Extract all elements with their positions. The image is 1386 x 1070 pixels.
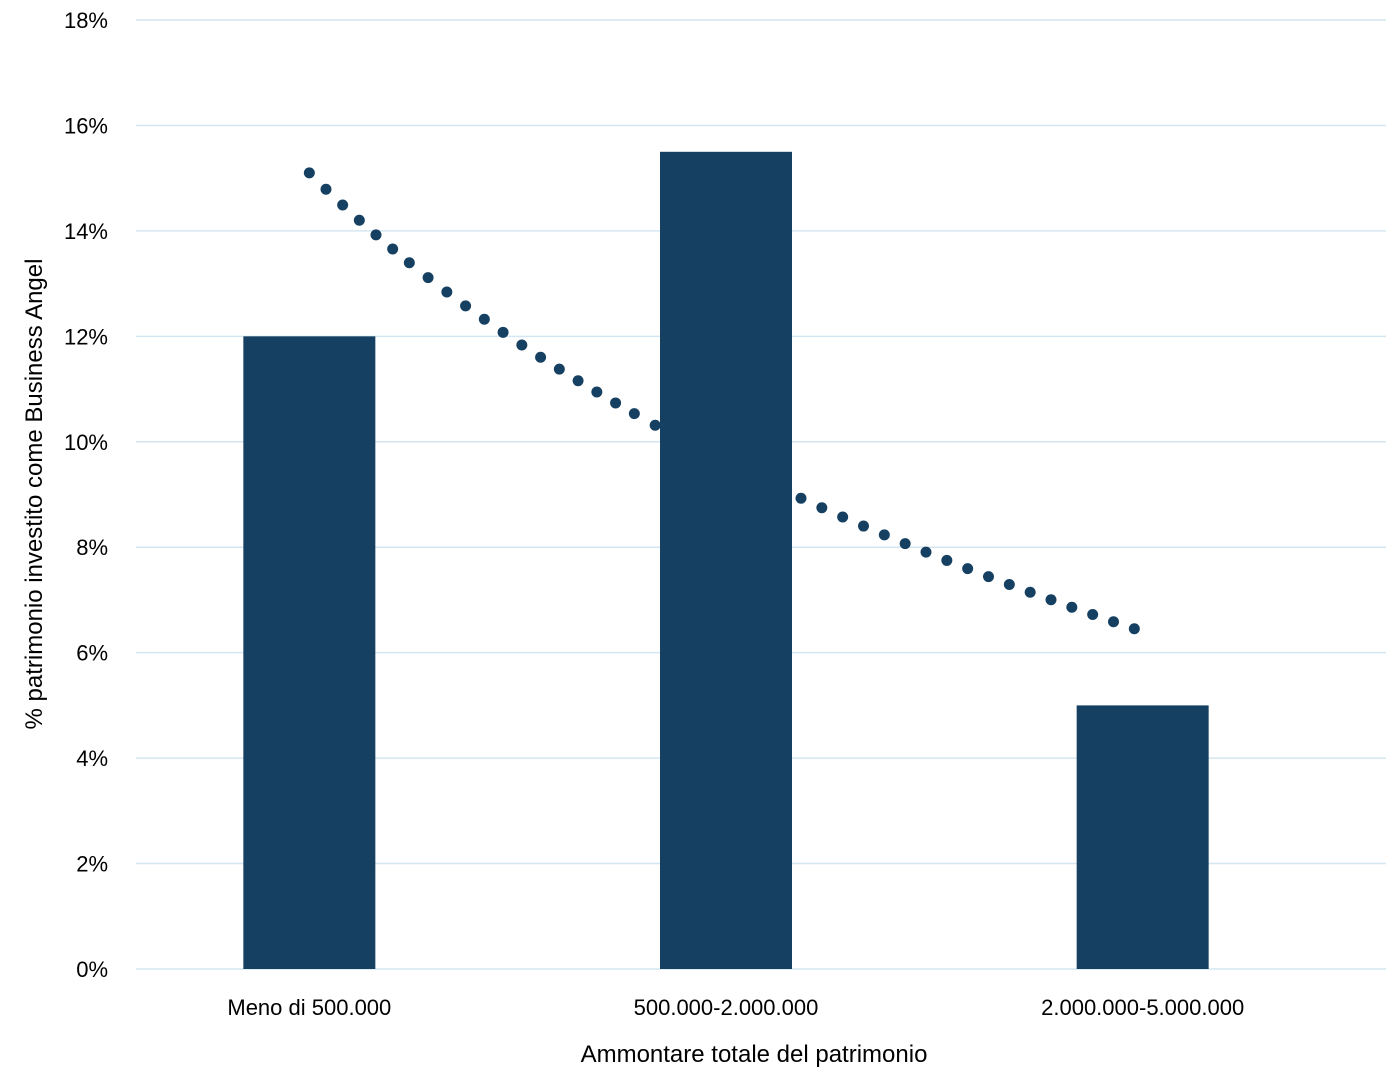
trendline-dot (610, 397, 622, 409)
trendline-dot (920, 546, 932, 558)
trendline-dot (516, 339, 528, 351)
trendline-dot (353, 214, 365, 226)
x-tick-label: Meno di 500.000 (227, 995, 391, 1020)
y-tick-label: 18% (64, 8, 108, 33)
trendline-dot (795, 492, 807, 504)
trendline-dot (983, 571, 994, 583)
trendline-dot (572, 375, 584, 387)
trendline-dot (878, 529, 890, 541)
trendline-dot (591, 386, 603, 398)
trendline-dot (441, 286, 453, 298)
trendline-dot (1128, 623, 1140, 635)
trendline-dot (628, 408, 640, 420)
trendline-dot (535, 351, 547, 363)
trendline-dot (1024, 586, 1036, 598)
y-tick-label: 4% (76, 746, 108, 771)
trendline-dot (403, 257, 415, 269)
trendline-dot (941, 554, 953, 566)
trendline-dot (670, 430, 682, 442)
bar (243, 336, 376, 969)
x-axis-title: Ammontare totale del patrimonio (581, 1041, 928, 1068)
trendline-dot (816, 502, 828, 514)
trendline (303, 167, 1140, 635)
trendline-dot (649, 419, 661, 431)
trendline-dot (497, 326, 509, 338)
trendline-dot (1003, 578, 1015, 590)
x-axis-tick-labels: Meno di 500.000 500.000-2.000.000 2.000.00… (227, 995, 1244, 1020)
trendline-dot (303, 167, 315, 179)
y-tick-label: 16% (64, 113, 108, 138)
x-tick-label: 500.000-2.000.000 (634, 995, 819, 1020)
trendline-dot (553, 363, 565, 375)
y-tick-label: 2% (76, 852, 108, 877)
trendline-dot (733, 463, 744, 475)
y-tick-label: 14% (64, 219, 108, 244)
trendline-dot (337, 199, 349, 211)
y-tick-label: 12% (64, 324, 108, 349)
trendline-dot (774, 483, 786, 495)
trendline-dot (691, 441, 703, 453)
y-tick-label: 10% (64, 430, 108, 455)
trendline-dot (712, 452, 724, 464)
trendline-dot (422, 272, 434, 284)
trendline-dot (837, 511, 849, 523)
bar (660, 151, 792, 970)
trendline-dot (858, 520, 869, 532)
bars (243, 151, 1209, 970)
trendline-dot (1108, 616, 1119, 628)
y-tick-label: 8% (76, 535, 108, 560)
x-tick-label: 2.000.000-5.000.000 (1041, 995, 1244, 1020)
trendline-dot (1087, 609, 1099, 621)
y-tick-label: 6% (76, 641, 108, 666)
y-tick-label: 0% (76, 957, 108, 982)
trendline-dot (753, 473, 765, 485)
trendline-dot (370, 229, 382, 241)
y-axis-title: % patrimonio investito come Business Ang… (21, 259, 48, 730)
trendline-dot (962, 563, 974, 575)
bar (1076, 705, 1209, 969)
trendline-dot (320, 183, 332, 195)
trendline-dot (460, 300, 472, 312)
trendline-dot (899, 538, 911, 550)
y-axis-tick-labels: 0% 2% 4% 6% 8% 10% 12% 14% 16% 18% (64, 8, 108, 982)
trendline-dot (387, 243, 399, 255)
trendline-dot (1066, 601, 1078, 613)
trendline-dot (478, 313, 490, 325)
trendline-dot (1045, 594, 1057, 606)
